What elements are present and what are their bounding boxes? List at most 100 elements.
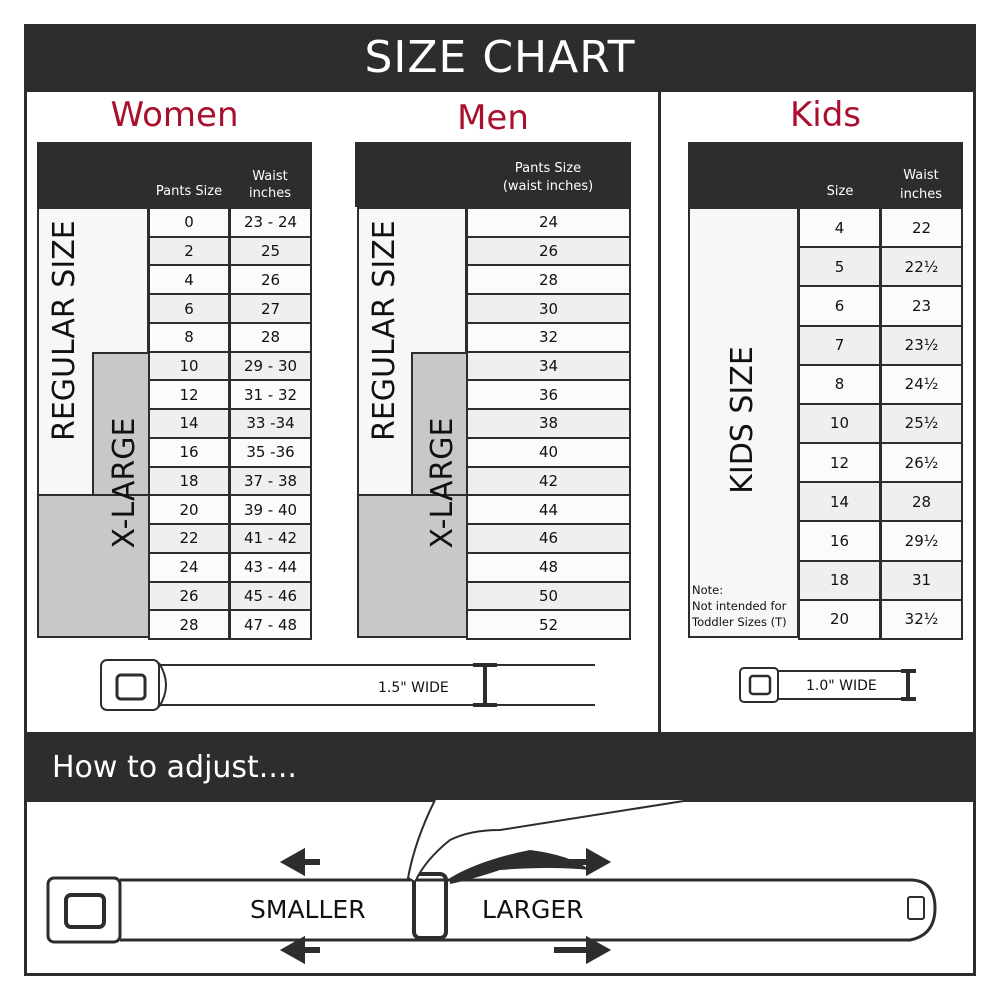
women-pants-size-cell: 26 [148, 580, 230, 612]
kids-note-title: Note: [692, 583, 724, 597]
kids-waist-cell: 28 [880, 481, 963, 523]
women-waist-cell: 26 [229, 264, 312, 296]
kids-waist-cell: 24½ [880, 363, 963, 405]
kids-table-header: Size Waist inches [688, 142, 963, 207]
men-pants-size-cell: 48 [466, 551, 631, 583]
men-pants-size-cell: 44 [466, 494, 631, 526]
women-waist-cell: 33 -34 [229, 408, 312, 439]
women-waist-cell: 31 - 32 [229, 379, 312, 411]
women-pants-size-cell: 2 [148, 235, 230, 267]
men-pants-size-cell: 30 [466, 293, 631, 324]
women-regular-label: REGULAR SIZE [47, 220, 82, 441]
women-belt-width: 1.5" WIDE [378, 680, 449, 696]
men-regular-label: REGULAR SIZE [367, 220, 402, 441]
men-heading: Men [457, 98, 529, 138]
women-pants-size-cell: 18 [148, 465, 230, 497]
women-waist-cell: 28 [229, 321, 312, 353]
kids-belt-width: 1.0" WIDE [806, 678, 877, 694]
women-waist-cell: 25 [229, 235, 312, 267]
women-pants-size-cell: 12 [148, 379, 230, 411]
adjust-heading: How to adjust.... [52, 750, 297, 785]
adjust-belt-illustration [46, 800, 937, 965]
kids-size-cell: 5 [798, 246, 881, 288]
women-pants-size-cell: 16 [148, 436, 230, 468]
men-pants-size-cell: 38 [466, 408, 631, 439]
women-pants-size-cell: 10 [148, 350, 230, 382]
women-waist-cell: 45 - 46 [229, 580, 312, 612]
women-waist-cell: 43 - 44 [229, 551, 312, 583]
kids-size-label: KIDS SIZE [725, 346, 760, 494]
women-waist-cell: 23 - 24 [229, 207, 312, 238]
page-title: SIZE CHART [24, 24, 976, 92]
kids-col-waist: Waist inches [899, 168, 942, 202]
kids-waist-cell: 23½ [880, 324, 963, 366]
kids-waist-cell: 25½ [880, 402, 963, 445]
women-pants-size-cell: 0 [148, 207, 230, 238]
kids-size-cell: 6 [798, 285, 881, 327]
larger-label: LARGER [482, 895, 584, 924]
women-waist-cell: 35 -36 [229, 436, 312, 468]
men-xl-label: X-LARGE [425, 417, 460, 549]
smaller-label: SMALLER [250, 895, 366, 924]
women-waist-cell: 27 [229, 293, 312, 324]
men-pants-size-cell: 36 [466, 379, 631, 411]
men-pants-size-cell: 42 [466, 465, 631, 497]
men-pants-size-cell: 24 [466, 207, 631, 238]
women-pants-size-cell: 22 [148, 523, 230, 554]
men-xl-region-lower [357, 494, 467, 638]
men-pants-size-cell: 50 [466, 580, 631, 612]
kids-size-cell: 14 [798, 481, 881, 523]
women-heading: Women [110, 95, 239, 135]
kids-size-cell: 16 [798, 520, 881, 562]
kids-size-cell: 10 [798, 402, 881, 445]
women-waist-cell: 47 - 48 [229, 609, 312, 640]
women-col-pants: Pants Size [155, 184, 223, 199]
men-pants-size-cell: 46 [466, 523, 631, 554]
men-pants-size-cell: 32 [466, 321, 631, 353]
women-waist-cell: 41 - 42 [229, 523, 312, 554]
kids-waist-cell: 23 [880, 285, 963, 327]
kids-waist-cell: 31 [880, 559, 963, 601]
women-waist-cell: 37 - 38 [229, 465, 312, 497]
women-pants-size-cell: 20 [148, 494, 230, 526]
women-waist-cell: 39 - 40 [229, 494, 312, 526]
kids-heading: Kids [789, 95, 862, 135]
kids-size-cell: 8 [798, 363, 881, 405]
men-pants-size-cell: 40 [466, 436, 631, 468]
kids-belt-illustration [739, 667, 916, 703]
kids-size-cell: 18 [798, 559, 881, 601]
section-divider [658, 92, 661, 732]
men-col-pants: Pants Size (waist inches) [502, 161, 594, 194]
kids-size-cell: 7 [798, 324, 881, 366]
men-pants-size-cell: 28 [466, 264, 631, 296]
kids-size-cell: 4 [798, 207, 881, 249]
kids-note-text: Not intended for Toddler Sizes (T) [692, 599, 787, 629]
women-col-waist: Waist inches [248, 169, 291, 201]
women-pants-size-cell: 28 [148, 609, 230, 640]
women-xl-label: X-LARGE [107, 417, 142, 549]
kids-note: Note: Not intended for Toddler Sizes (T) [692, 582, 796, 630]
kids-waist-cell: 22 [880, 207, 963, 249]
men-pants-size-cell: 34 [466, 350, 631, 382]
men-table-header: Pants Size (waist inches) [355, 142, 631, 207]
women-pants-size-cell: 4 [148, 264, 230, 296]
women-pants-size-cell: 6 [148, 293, 230, 324]
women-pants-size-cell: 14 [148, 408, 230, 439]
kids-waist-cell: 32½ [880, 598, 963, 640]
women-belt-illustration [100, 659, 595, 711]
kids-waist-cell: 29½ [880, 520, 963, 562]
men-pants-size-cell: 52 [466, 609, 631, 640]
kids-waist-cell: 22½ [880, 246, 963, 288]
adjust-bar: How to adjust.... [24, 732, 976, 802]
kids-label-region [688, 207, 799, 638]
women-xl-region-lower [37, 494, 149, 638]
women-table-header: Pants Size Waist inches [37, 142, 312, 207]
kids-col-size: Size [826, 184, 854, 199]
kids-waist-cell: 26½ [880, 442, 963, 484]
kids-size-cell: 20 [798, 598, 881, 640]
women-pants-size-cell: 8 [148, 321, 230, 353]
men-pants-size-cell: 26 [466, 235, 631, 267]
kids-size-cell: 12 [798, 442, 881, 484]
women-pants-size-cell: 24 [148, 551, 230, 583]
women-waist-cell: 29 - 30 [229, 350, 312, 382]
